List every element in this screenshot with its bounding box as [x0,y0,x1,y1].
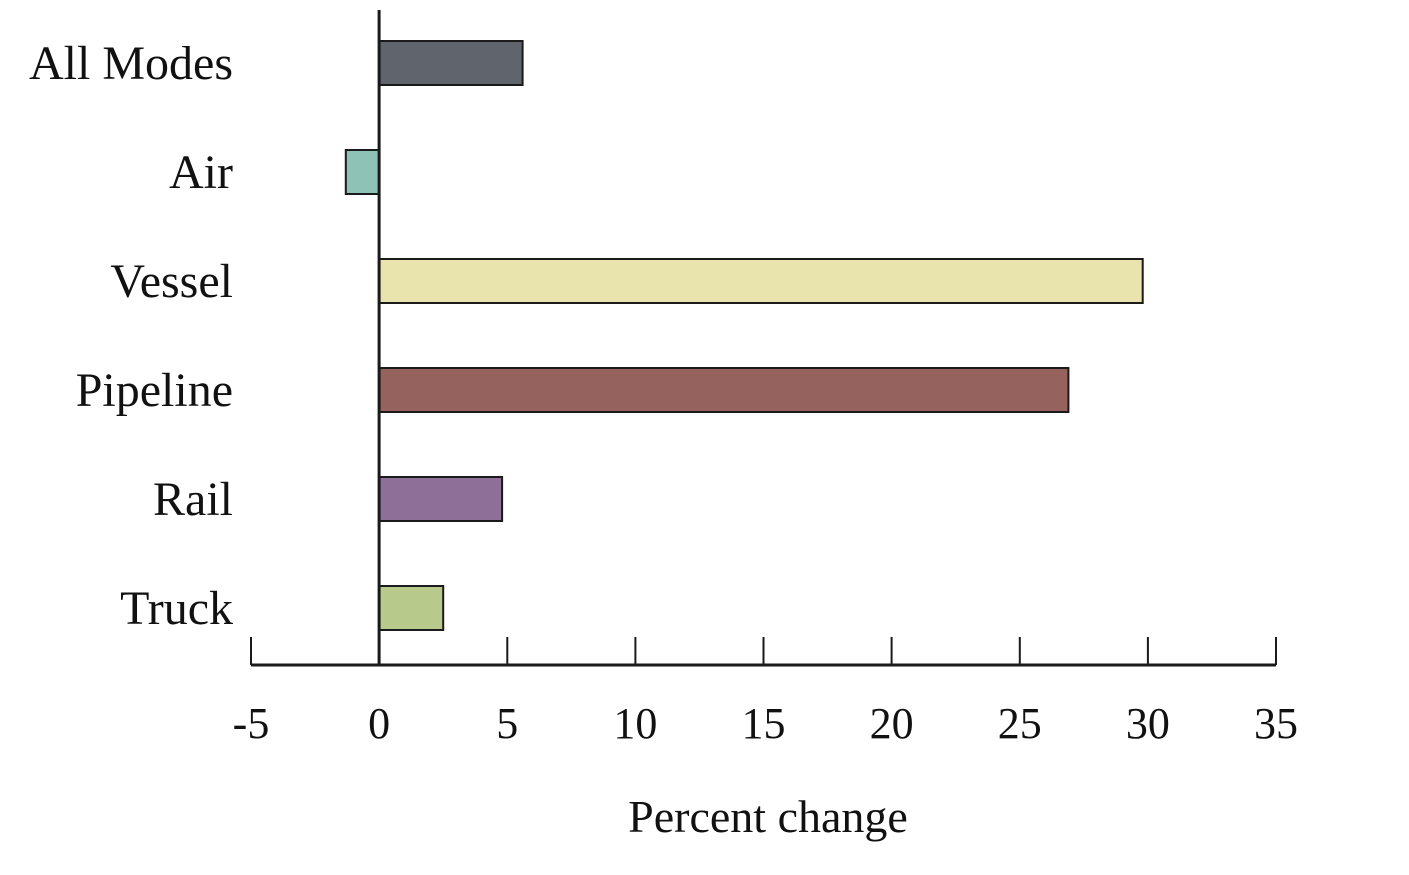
bar-air [344,149,381,195]
category-label-air: Air [169,146,233,199]
x-ticks: -5 0 5 10 15 20 25 30 35 [233,637,1298,748]
category-label-all-modes: All Modes [29,37,233,90]
axes-layer [251,10,1276,667]
bar-rail [378,476,504,522]
x-tick-label: 10 [613,699,657,748]
x-tick-label: 25 [998,699,1042,748]
x-tick-label: -5 [233,699,270,748]
bar-vessel [378,258,1144,304]
x-axis-title: Percent change [628,791,908,842]
category-labels: All Modes Air Vessel Pipeline Rail Truck [29,37,233,635]
x-tick-label: 20 [870,699,914,748]
x-tick-label: 35 [1254,699,1298,748]
bar-truck [378,585,445,631]
x-tick-label: 0 [368,699,390,748]
x-tick-label: 5 [496,699,518,748]
x-tick-label: 30 [1126,699,1170,748]
category-label-pipeline: Pipeline [76,364,233,417]
bar-all-modes [378,40,524,86]
category-label-rail: Rail [153,473,233,526]
category-label-vessel: Vessel [110,255,233,308]
x-tick-label: 15 [742,699,786,748]
category-label-truck: Truck [120,582,233,635]
bars-layer [344,40,1144,631]
bar-pipeline [378,367,1070,413]
